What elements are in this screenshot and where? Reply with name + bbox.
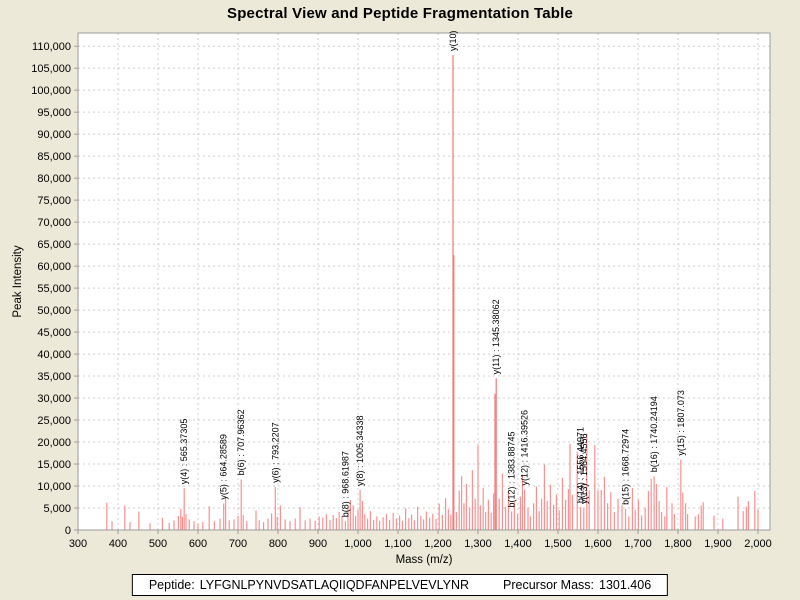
y-tick-label: 5,000 <box>43 503 71 515</box>
y-tick-label: 35,000 <box>37 371 71 383</box>
y-tick-label: 20,000 <box>37 437 71 449</box>
peak-annotation: y(8) : 1005.34338 <box>355 415 365 486</box>
y-tick-label: 25,000 <box>37 415 71 427</box>
x-tick-label: 1,800 <box>664 538 692 550</box>
peak-annotation: b(15) : 1668.72974 <box>621 429 631 505</box>
y-tick-label: 0 <box>65 525 71 537</box>
peak-annotation: b(14) : 1556.44971 <box>576 427 586 503</box>
peak-annotation: y(11) : 1345.38062 <box>491 299 501 374</box>
chart-title: Spectral View and Peptide Fragmentation … <box>226 5 574 22</box>
x-tick-label: 1,300 <box>464 538 492 550</box>
peak-annotation: y(10) <box>448 30 458 51</box>
x-tick-label: 900 <box>309 538 327 550</box>
y-tick-label: 55,000 <box>37 283 71 295</box>
peak-annotation: y(6) : 793.2207 <box>270 422 280 483</box>
x-tick-label: 2,000 <box>744 538 772 550</box>
peak-annotation: b(16) : 1740.24194 <box>649 396 659 472</box>
y-tick-label: 75,000 <box>37 195 71 207</box>
y-tick-label: 45,000 <box>37 327 71 339</box>
plot-border <box>77 32 771 531</box>
peak-annotation: b(12) : 1383.88745 <box>507 431 517 507</box>
y-tick-label: 110,000 <box>32 41 71 53</box>
peak-annotation: y(5) : 664.28589 <box>219 434 229 500</box>
x-tick-label: 800 <box>269 538 287 550</box>
x-tick-label: 600 <box>189 538 207 550</box>
y-tick-label: 95,000 <box>37 107 71 119</box>
x-tick-label: 1,900 <box>704 538 732 550</box>
y-tick-label: 70,000 <box>37 217 71 229</box>
y-tick-label: 40,000 <box>37 349 71 361</box>
peak-annotation: b(8) : 968.61987 <box>340 451 350 517</box>
peak-annotation: y(12) : 1416.39526 <box>520 410 530 486</box>
peak-annotation: y(13) : 1564.4556 <box>579 433 589 504</box>
x-tick-label: 1,500 <box>544 538 572 550</box>
peak-annotation: y(4) : 565.37305 <box>179 419 189 485</box>
precursor-mass-value: 1301.406 <box>599 578 652 592</box>
x-tick-label: 1,600 <box>584 538 612 550</box>
peptide-label: Peptide: <box>148 578 195 592</box>
x-tick-label: 300 <box>69 538 87 550</box>
x-tick-label: 1,200 <box>424 538 452 550</box>
y-tick-label: 80,000 <box>37 173 71 185</box>
y-tick-label: 30,000 <box>37 393 71 405</box>
x-tick-label: 1,000 <box>344 538 372 550</box>
x-tick-label: 1,100 <box>384 538 412 550</box>
y-tick-label: 60,000 <box>37 261 71 273</box>
y-tick-label: 10,000 <box>37 481 71 493</box>
peak-annotation: y(15) : 1807.073 <box>676 390 686 456</box>
x-tick-label: 1,700 <box>624 538 652 550</box>
y-tick-label: 85,000 <box>37 151 71 163</box>
y-axis-title: Peak Intensity <box>12 245 24 317</box>
spectrum-chart: 0 5,000 10,000 15,000 20,000 25,000 30,000 35,0… <box>12 30 772 566</box>
x-tick-label: 500 <box>149 538 167 550</box>
peak-annotation: b(6) : 707.96362 <box>236 409 246 475</box>
y-tick-label: 15,000 <box>37 459 71 471</box>
y-tick-label: 100,000 <box>31 85 71 97</box>
y-tick-label: 105,000 <box>31 63 71 75</box>
y-tick-label: 65,000 <box>37 239 71 251</box>
peptide-info-bar: Peptide: LYFGNLPYNVDSATLAQIIQDFANPELVEVL… <box>131 574 669 596</box>
y-tick-label: 50,000 <box>37 305 71 317</box>
x-axis-title: Mass (m/z) <box>396 554 453 566</box>
plot-area <box>78 33 770 530</box>
y-tick-label: 90,000 <box>37 129 71 141</box>
x-tick-label: 400 <box>109 538 127 550</box>
x-tick-label: 1,400 <box>504 538 532 550</box>
precursor-mass-label: Precursor Mass: <box>503 578 595 592</box>
x-tick-label: 700 <box>229 538 247 550</box>
peptide-sequence: LYFGNLPYNVDSATLAQIIQDFANPELVEVLYNR <box>199 578 470 592</box>
